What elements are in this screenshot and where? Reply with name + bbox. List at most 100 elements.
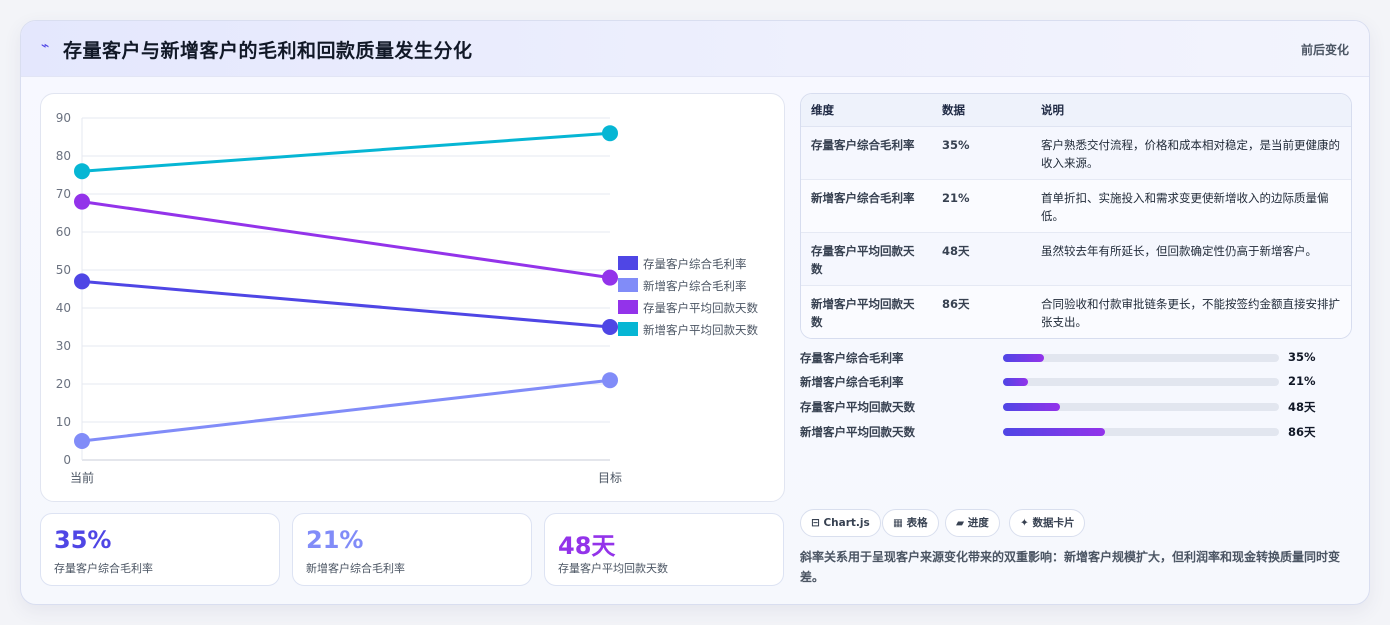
data-point (74, 163, 90, 180)
header-tag: 前后变化 (1300, 43, 1349, 57)
chip-datacard[interactable]: ✦ 数据卡片 (1009, 509, 1086, 537)
legend-swatch (618, 256, 638, 270)
progress-track (1003, 354, 1279, 362)
y-tick-label: 30 (56, 339, 71, 353)
table-cell: 首单折扣、实施投入和需求变更使新增收入的边际质量偏低。 (1031, 179, 1351, 233)
progress-track (1003, 428, 1279, 436)
progress-row: 新增客户综合毛利率 21% (800, 372, 1360, 392)
chip-label: Chart.js (823, 517, 870, 529)
progress-label: 新增客户平均回款天数 (800, 425, 915, 439)
y-tick-label: 80 (56, 149, 71, 163)
table-icon: ▦ (893, 517, 903, 529)
card-icon: ✦ (1020, 517, 1029, 529)
data-point (74, 433, 90, 449)
progress-track (1003, 378, 1279, 386)
table-cell: 35% (932, 126, 1031, 180)
chart-icon: ⊟ (811, 517, 820, 529)
progress-fill (1003, 428, 1106, 436)
chip-chartjs[interactable]: ⊟ Chart.js (800, 509, 881, 537)
kpi-card: 35% 存量客户综合毛利率 (40, 513, 280, 586)
table-row: 存量客户平均回款天数 48天 虽然较去年有所延长，但回款确定性仍高于新增客户。 (801, 232, 1351, 286)
table-row: 存量客户综合毛利率 35% 客户熟悉交付流程，价格和成本相对稳定，是当前更健康的… (801, 126, 1351, 180)
chip-progress[interactable]: ▰ 进度 (945, 509, 1000, 537)
kpi-card: 21% 新增客户综合毛利率 (292, 513, 532, 586)
series-line (81, 279, 611, 329)
card-header: ⌁ 存量客户与新增客户的毛利和回款质量发生分化 前后变化 (21, 21, 1369, 77)
progress-value: 48天 (1288, 400, 1316, 414)
y-tick-label: 90 (56, 111, 71, 125)
x-tick-label: 目标 (598, 471, 622, 485)
summary-note: 斜率关系用于呈现客户来源变化带来的双重影响：新增客户规模扩大，但利润率和现金转换… (800, 550, 1341, 584)
table-header-cell: 说明 (1031, 94, 1351, 127)
progress-fill (1003, 378, 1028, 386)
progress-label: 存量客户平均回款天数 (800, 400, 915, 414)
legend-swatch (618, 322, 638, 336)
legend-swatch (618, 278, 638, 292)
table-row: 新增客户综合毛利率 21% 首单折扣、实施投入和需求变更使新增收入的边际质量偏低… (801, 179, 1351, 233)
progress-fill (1003, 403, 1060, 411)
kpi-label: 存量客户平均回款天数 (558, 562, 668, 575)
slope-chart: 0 10 20 30 40 50 60 70 80 90 当前 目标 存量客户综合毛利率 新增客户综合毛利… (40, 93, 785, 502)
legend-label: 新增客户综合毛利率 (643, 279, 747, 293)
trend-icon: ⌁ (41, 38, 50, 54)
progress-value: 86天 (1288, 425, 1316, 439)
table-cell: 新增客户综合毛利率 (801, 179, 932, 233)
kpi-label: 新增客户综合毛利率 (306, 562, 405, 575)
progress-icon: ▰ (956, 517, 965, 529)
chart-svg: 0 10 20 30 40 50 60 70 80 90 当前 目标 存量客户综合毛利率新增客户综合毛利… (56, 111, 759, 485)
table-cell: 存量客户平均回款天数 (801, 232, 932, 286)
y-tick-label: 50 (56, 263, 71, 277)
kpi-value: 35% (54, 526, 112, 554)
data-point (602, 125, 618, 142)
table-cell: 48天 (932, 232, 1031, 286)
data-table: 维度 数据 说明 存量客户综合毛利率 35% 客户熟悉交付流程，价格和成本相对稳… (800, 93, 1352, 339)
progress-value: 35% (1288, 350, 1316, 364)
kpi-label: 存量客户综合毛利率 (54, 562, 153, 575)
series-line (81, 200, 611, 280)
x-tick-label: 当前 (70, 470, 94, 485)
legend-label: 新增客户平均回款天数 (643, 323, 758, 337)
legend-swatch (618, 300, 638, 314)
progress-track (1003, 403, 1279, 411)
legend-label: 存量客户综合毛利率 (643, 257, 747, 271)
table-cell: 存量客户综合毛利率 (801, 126, 932, 180)
data-point (74, 193, 90, 210)
table-cell: 虽然较去年有所延长，但回款确定性仍高于新增客户。 (1031, 232, 1351, 286)
data-point (602, 319, 618, 335)
table-header-cell: 数据 (932, 94, 1031, 127)
progress-label: 存量客户综合毛利率 (800, 351, 904, 365)
y-tick-label: 20 (56, 377, 71, 391)
y-tick-label: 60 (56, 225, 71, 239)
data-point (602, 372, 618, 389)
data-point (602, 269, 618, 286)
table-cell: 客户熟悉交付流程，价格和成本相对稳定，是当前更健康的收入来源。 (1031, 126, 1351, 180)
table-cell: 新增客户平均回款天数 (811, 296, 915, 329)
table-row: 新增客户平均回款天数 86天 合同验收和付款审批链条更长，不能按签约金额直接安排… (801, 285, 1351, 338)
y-tick-label: 10 (56, 415, 71, 429)
progress-value: 21% (1288, 374, 1316, 388)
progress-row: 新增客户平均回款天数 86天 (800, 422, 1360, 442)
main-card: ⌁ 存量客户与新增客户的毛利和回款质量发生分化 前后变化 0 10 20 30 40 50… (20, 20, 1370, 605)
chip-label: 进度 (967, 517, 989, 529)
legend-label: 存量客户平均回款天数 (643, 301, 758, 315)
kpi-card: 48天 存量客户平均回款天数 (544, 513, 784, 586)
chip-table[interactable]: ▦ 表格 (882, 509, 939, 537)
page-title: 存量客户与新增客户的毛利和回款质量发生分化 (63, 40, 473, 62)
table-header-row: 维度 数据 说明 (801, 94, 1351, 127)
table-cell: 21% (932, 179, 1031, 233)
progress-fill (1003, 354, 1045, 362)
data-point (74, 273, 90, 290)
y-tick-label: 40 (56, 301, 71, 315)
table-header-cell: 维度 (801, 94, 932, 127)
kpi-value: 21% (306, 526, 364, 554)
y-tick-label: 70 (56, 187, 71, 201)
series-line (81, 131, 611, 173)
kpi-value: 48天 (558, 532, 616, 560)
chip-label: 表格 (906, 517, 928, 529)
table-cell: 86天 (942, 296, 970, 311)
table-cell: 合同验收和付款审批链条更长，不能按签约金额直接安排扩张支出。 (1041, 296, 1340, 329)
series-line (81, 378, 611, 443)
chip-label: 数据卡片 (1032, 517, 1075, 529)
progress-label: 新增客户综合毛利率 (800, 375, 904, 389)
progress-row: 存量客户综合毛利率 35% (800, 348, 1360, 368)
